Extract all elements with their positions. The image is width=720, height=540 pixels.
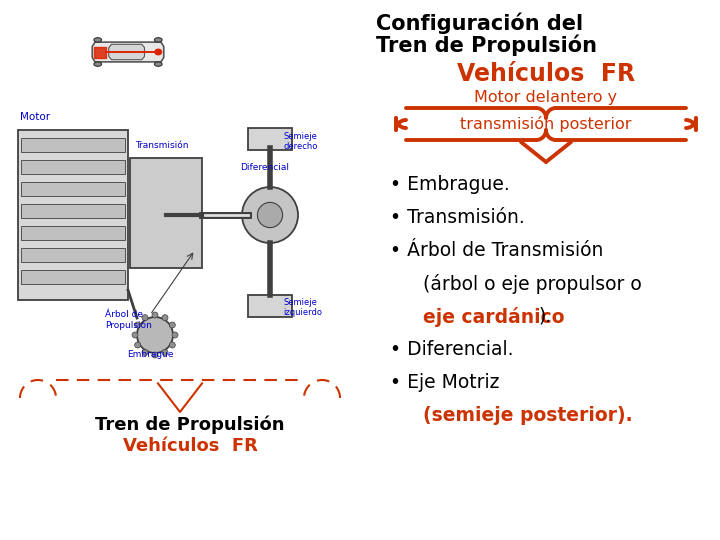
Bar <box>94 46 106 57</box>
Ellipse shape <box>132 332 138 338</box>
Text: ).: ). <box>539 307 552 326</box>
Text: transmisión posterior: transmisión posterior <box>460 116 631 132</box>
Text: Árbol de
Propulsión: Árbol de Propulsión <box>105 310 152 330</box>
Text: Vehículos  FR: Vehículos FR <box>457 62 635 86</box>
Ellipse shape <box>154 38 162 42</box>
Ellipse shape <box>135 342 140 348</box>
Ellipse shape <box>155 49 161 55</box>
Ellipse shape <box>137 317 173 353</box>
Bar <box>21 270 125 284</box>
Ellipse shape <box>169 342 176 348</box>
Ellipse shape <box>142 349 148 355</box>
Ellipse shape <box>152 352 158 358</box>
Polygon shape <box>92 42 163 62</box>
Bar <box>18 130 128 300</box>
Ellipse shape <box>142 315 148 321</box>
Ellipse shape <box>242 187 298 243</box>
Text: Diferencial: Diferencial <box>240 163 289 172</box>
Text: Tren de Propulsión: Tren de Propulsión <box>376 34 597 56</box>
Text: eje cardánico: eje cardánico <box>423 307 564 327</box>
Text: • Embrague.: • Embrague. <box>390 175 510 194</box>
Bar <box>21 160 125 174</box>
Text: (árbol o eje propulsor o: (árbol o eje propulsor o <box>423 274 642 294</box>
Bar <box>248 295 292 317</box>
Ellipse shape <box>162 315 168 321</box>
Ellipse shape <box>135 322 140 328</box>
Text: Motor: Motor <box>20 112 50 122</box>
Bar <box>21 138 125 152</box>
Text: Semieje
izquierdo: Semieje izquierdo <box>283 298 322 318</box>
Text: Semieje
derecho: Semieje derecho <box>283 132 318 151</box>
Bar <box>248 128 292 150</box>
Ellipse shape <box>162 349 168 355</box>
Text: Tren de Propulsión: Tren de Propulsión <box>95 415 284 434</box>
Ellipse shape <box>169 322 176 328</box>
Ellipse shape <box>152 312 158 318</box>
Text: • Árbol de Transmisión: • Árbol de Transmisión <box>390 241 603 260</box>
Text: • Transmisión.: • Transmisión. <box>390 208 525 227</box>
Text: • Diferencial.: • Diferencial. <box>390 340 513 359</box>
Text: Motor delantero y: Motor delantero y <box>474 90 618 105</box>
Text: (semieje posterior).: (semieje posterior). <box>423 406 633 425</box>
Polygon shape <box>109 44 145 60</box>
Bar <box>130 158 202 268</box>
Bar <box>21 204 125 218</box>
Ellipse shape <box>94 62 102 66</box>
Ellipse shape <box>154 62 162 66</box>
Text: Transmisión: Transmisión <box>135 141 189 150</box>
Ellipse shape <box>172 332 178 338</box>
Text: • Eje Motriz: • Eje Motriz <box>390 373 500 392</box>
Text: Embrague: Embrague <box>127 350 174 359</box>
Text: Configuración del: Configuración del <box>376 12 583 33</box>
Bar <box>21 226 125 240</box>
Ellipse shape <box>94 38 102 42</box>
Bar <box>21 182 125 196</box>
Text: Vehículos  FR: Vehículos FR <box>122 437 258 455</box>
Bar <box>21 248 125 262</box>
Ellipse shape <box>258 202 283 227</box>
